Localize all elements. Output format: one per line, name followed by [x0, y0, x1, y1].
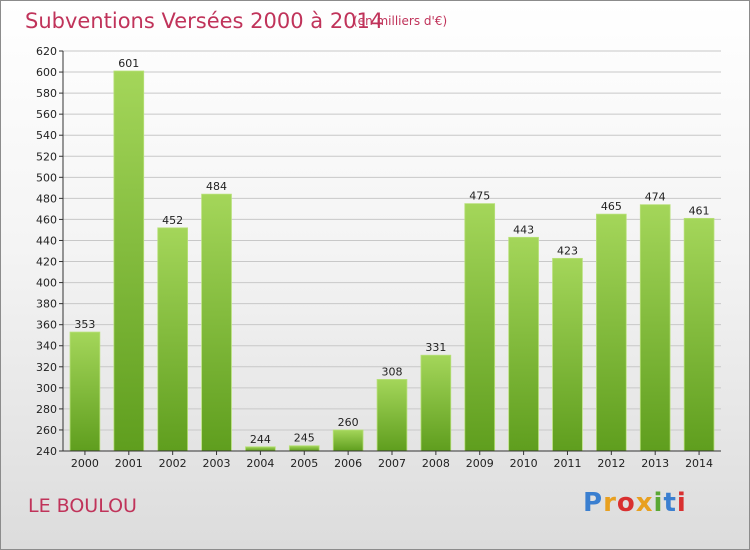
y-tick-label: 620: [36, 45, 57, 58]
y-tick-label: 460: [36, 213, 57, 226]
y-tick-label: 360: [36, 319, 57, 332]
data-label: 601: [118, 57, 139, 70]
y-tick-label: 340: [36, 340, 57, 353]
y-tick-label: 260: [36, 424, 57, 437]
bar: [508, 236, 539, 452]
bar: [157, 227, 188, 452]
bar: [201, 193, 232, 452]
proxiti-logo: Proxiti: [583, 488, 687, 518]
bar: [420, 354, 452, 452]
x-tick-label: 2006: [334, 457, 362, 470]
x-tick-label: 2009: [466, 457, 494, 470]
logo-letter: i: [653, 488, 664, 518]
logo-letter: P: [583, 488, 604, 518]
logo-letter: t: [663, 488, 677, 518]
y-tick-label: 320: [36, 361, 57, 374]
data-label: 260: [338, 416, 359, 429]
x-tick-label: 2012: [597, 457, 625, 470]
x-tick-label: 2010: [510, 457, 538, 470]
data-label: 423: [557, 244, 578, 257]
chart-subtitle: (en milliers d'€): [353, 14, 448, 28]
data-label: 245: [294, 432, 315, 445]
y-tick-label: 520: [36, 150, 57, 163]
data-label: 244: [250, 433, 271, 446]
bar: [113, 70, 145, 452]
x-tick-label: 2002: [159, 457, 187, 470]
bar: [245, 446, 276, 452]
commune-name: LE BOULOU: [28, 495, 137, 517]
logo-letter: o: [616, 488, 636, 518]
y-tick-label: 380: [36, 298, 57, 311]
x-tick-label: 2001: [115, 457, 143, 470]
x-tick-label: 2014: [685, 457, 713, 470]
bar: [639, 204, 671, 452]
data-label: 484: [206, 180, 227, 193]
x-tick-label: 2011: [553, 457, 581, 470]
y-tick-label: 280: [36, 403, 57, 416]
y-tick-label: 440: [36, 234, 57, 247]
y-tick-label: 400: [36, 277, 57, 290]
data-label: 353: [74, 318, 95, 331]
data-label: 452: [162, 214, 183, 227]
bar: [552, 257, 583, 452]
x-tick-label: 2005: [290, 457, 318, 470]
bar: [596, 213, 627, 452]
data-label: 308: [382, 365, 403, 378]
logo-letter: r: [603, 488, 617, 518]
y-tick-label: 600: [36, 66, 57, 79]
x-tick-label: 2008: [422, 457, 450, 470]
data-label: 443: [513, 223, 534, 236]
x-tick-label: 2013: [641, 457, 669, 470]
y-tick-label: 500: [36, 171, 57, 184]
data-label: 465: [601, 200, 622, 213]
data-label: 475: [469, 190, 490, 203]
x-tick-label: 2007: [378, 457, 406, 470]
x-tick-label: 2004: [246, 457, 274, 470]
data-label: 331: [425, 341, 446, 354]
chart-title: Subventions Versées 2000 à 2014: [25, 9, 384, 33]
y-tick-label: 540: [36, 129, 57, 142]
logo-letter: x: [635, 488, 654, 518]
y-tick-label: 480: [36, 192, 57, 205]
logo-letter: i: [676, 488, 687, 518]
bar: [69, 331, 101, 452]
data-label: 474: [645, 191, 666, 204]
x-tick-label: 2000: [71, 457, 99, 470]
y-tick-label: 420: [36, 256, 57, 269]
bar: [464, 203, 496, 452]
y-tick-label: 560: [36, 108, 57, 121]
axes: 240 260 280 300 320 340 360 380 400 420 440 460 480 5…: [36, 45, 721, 470]
bar: [376, 379, 408, 452]
y-tick-label: 580: [36, 87, 57, 100]
y-tick-label: 300: [36, 382, 57, 395]
y-tick-label: 240: [36, 445, 57, 458]
bars: 353 601 452 484 244 245 260 308 331 475 443 423 465 4…: [69, 57, 715, 452]
bar: [288, 445, 320, 452]
x-tick-label: 2003: [203, 457, 231, 470]
data-label: 461: [689, 204, 710, 217]
bar: [683, 217, 715, 452]
bar: [332, 429, 364, 452]
